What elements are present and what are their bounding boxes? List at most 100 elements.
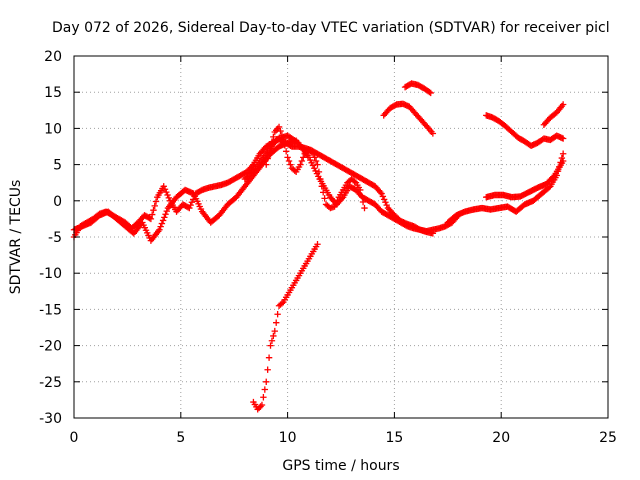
data-point	[550, 173, 557, 180]
data-point	[186, 204, 193, 212]
x-tick-label: 25	[599, 430, 617, 446]
data-point	[157, 223, 164, 230]
data-point	[278, 300, 286, 307]
data-point	[151, 202, 158, 210]
x-tick-label: 5	[176, 430, 185, 446]
data-point	[268, 337, 276, 344]
data-point	[162, 211, 169, 218]
data-point	[146, 214, 153, 222]
x-tick-label: 15	[385, 430, 403, 446]
y-tick-label: 20	[44, 49, 62, 65]
data-point	[321, 195, 328, 202]
x-tick-label: 20	[492, 430, 510, 446]
data-point	[159, 217, 167, 224]
data-point	[150, 207, 157, 214]
x-tick-label: 0	[70, 430, 79, 446]
data-point	[147, 215, 155, 223]
y-tick-label: 0	[53, 194, 62, 210]
data-point	[318, 183, 325, 190]
series-track-j	[444, 150, 567, 226]
series-track-g	[401, 80, 434, 97]
data-point	[380, 196, 388, 203]
data-point	[314, 161, 321, 168]
data-point	[312, 157, 320, 165]
data-point	[334, 197, 341, 204]
data-point	[271, 327, 278, 335]
grid	[74, 56, 608, 418]
data-point	[291, 167, 298, 174]
data-point	[427, 89, 434, 97]
data-point	[285, 157, 293, 165]
data-point	[282, 148, 290, 155]
data-point	[559, 157, 567, 165]
data-point	[426, 88, 433, 96]
data-point	[165, 194, 173, 202]
x-axis-label: GPS time / hours	[282, 458, 399, 474]
data-point	[278, 131, 286, 139]
data-point	[300, 154, 307, 161]
data-point	[382, 199, 389, 206]
data-point	[320, 189, 327, 196]
data-point	[160, 183, 167, 190]
y-tick-label: -5	[48, 230, 62, 246]
data-point	[358, 192, 365, 200]
y-tick-label: 5	[53, 158, 62, 174]
y-tick-label: -10	[39, 266, 62, 282]
data-point	[277, 127, 284, 135]
data-point	[274, 311, 281, 318]
data-point	[377, 188, 384, 196]
data-point	[284, 154, 291, 161]
data-point	[559, 135, 567, 142]
data-point	[378, 190, 385, 197]
series-track-h	[483, 112, 567, 149]
data-point	[273, 319, 280, 326]
data-point	[152, 198, 160, 205]
data-point	[311, 154, 318, 161]
data-point	[267, 143, 274, 150]
data-point	[280, 136, 287, 143]
data-point	[258, 401, 266, 409]
data-point	[263, 161, 270, 168]
data-point	[331, 203, 338, 210]
data-point	[281, 142, 288, 149]
data-point	[379, 193, 387, 200]
y-tick-label: -20	[39, 339, 62, 355]
data-point	[317, 175, 324, 183]
data-point	[264, 155, 271, 162]
y-tick-label: -25	[39, 375, 62, 391]
y-tick-label: -15	[39, 302, 62, 318]
data-point	[308, 149, 316, 156]
series-track-i	[540, 101, 567, 128]
data-point	[297, 161, 304, 168]
y-tick-label: 15	[44, 85, 62, 101]
data-point	[265, 354, 273, 361]
chart-title: Day 072 of 2026, Sidereal Day-to-day VTE…	[52, 20, 610, 36]
series-track-f	[380, 100, 437, 137]
x-tick-label: 10	[279, 430, 297, 446]
series-track-e	[250, 241, 321, 413]
data-point	[254, 406, 261, 413]
data-point	[161, 214, 168, 221]
data-point	[270, 332, 277, 340]
data-point	[359, 198, 367, 206]
data-point	[357, 186, 364, 194]
data-point	[255, 404, 263, 412]
data-point	[164, 191, 171, 199]
data-point	[315, 168, 323, 176]
data-point	[261, 386, 269, 393]
data-point	[260, 394, 267, 401]
y-axis-label: SDTVAR / TECUs	[8, 180, 24, 295]
data-point	[265, 149, 273, 156]
data-point	[338, 195, 346, 202]
data-point	[264, 366, 271, 373]
data-point	[298, 157, 306, 165]
data-point	[314, 241, 321, 248]
data-point	[545, 184, 553, 191]
data-point	[270, 133, 277, 141]
data-point	[275, 123, 283, 131]
axis-ticks: 0 5 10 15 20 25 -30 -25 -20 -15 -10 -5 0 5 10 15 20	[39, 49, 617, 446]
data-point	[163, 207, 170, 215]
data-point	[257, 403, 264, 410]
data-point	[351, 178, 358, 185]
data-point	[267, 342, 274, 349]
